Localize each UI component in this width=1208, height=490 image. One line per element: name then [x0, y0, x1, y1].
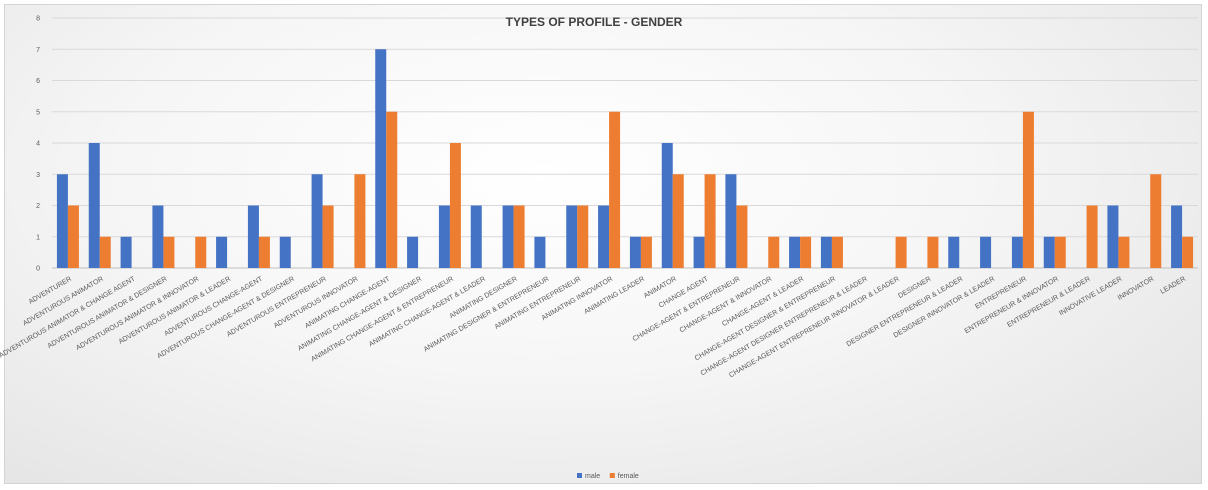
bar-male: [88, 143, 100, 268]
bar-female: [704, 174, 716, 268]
bar-male: [1043, 236, 1055, 268]
bar-female: [736, 205, 748, 268]
bar-female: [609, 111, 621, 268]
bar-male: [534, 236, 546, 268]
bar-male: [152, 205, 164, 268]
bar-male: [820, 236, 832, 268]
bar-female: [67, 205, 79, 268]
gridlines: [52, 17, 1198, 269]
bar-female: [640, 236, 652, 268]
bar-female: [449, 143, 461, 268]
y-tick-label: 4: [36, 141, 40, 148]
bar-male: [693, 236, 705, 268]
x-tick-label: ADVENTUROUS ANIMATOR & CHANGE AGENT: [0, 275, 137, 359]
y-tick-label: 7: [36, 47, 40, 54]
x-tick-label: DESIGNER ENTREPRENEUR & LEADER: [846, 276, 965, 349]
bar-male: [56, 174, 68, 268]
bar-female: [1054, 236, 1066, 268]
x-tick-label: ANIMATING LEADER: [583, 276, 646, 316]
bar-female: [831, 236, 843, 268]
y-tick-label: 2: [36, 203, 40, 210]
bar-female: [386, 111, 398, 268]
bar-female: [513, 205, 525, 268]
bar-female: [1150, 174, 1162, 268]
bar-male: [661, 143, 673, 268]
bar-male: [980, 236, 992, 268]
legend-label-female: female: [618, 473, 639, 480]
bar-male: [598, 205, 610, 268]
bars: [56, 49, 1194, 268]
bar-female: [577, 205, 589, 268]
bar-female: [1086, 205, 1098, 268]
legend: male female: [577, 473, 639, 480]
bar-male: [470, 205, 482, 268]
bar-female: [1182, 236, 1194, 268]
bar-female: [163, 236, 175, 268]
y-tick-label: 3: [36, 172, 40, 179]
bar-female: [258, 236, 270, 268]
y-axis-ticks: 0 1 2 3 4 5 6 7 8: [36, 16, 40, 273]
bar-female: [1118, 236, 1130, 268]
bar-male: [1011, 236, 1023, 268]
bar-male: [1107, 205, 1119, 268]
bar-female: [322, 205, 334, 268]
bar-male: [438, 205, 450, 268]
bar-male: [216, 236, 228, 268]
legend-label-male: male: [585, 473, 600, 480]
bar-male: [629, 236, 641, 268]
bar-male: [407, 236, 419, 268]
bar-female: [195, 236, 207, 268]
y-tick-label: 8: [36, 16, 40, 23]
y-tick-label: 0: [36, 266, 40, 273]
x-tick-label: ADVENTUROUS ANIMATOR & DESIGNER: [47, 276, 169, 350]
bar-male: [948, 236, 960, 268]
legend-swatch-male: [577, 473, 582, 478]
bar-female: [672, 174, 684, 268]
bar-male: [502, 205, 514, 268]
bar-female: [895, 236, 907, 268]
x-tick-label: ANIMATING CHANGE-AGENT & LEADER: [368, 276, 487, 349]
bar-male: [311, 174, 323, 268]
bar-male: [1171, 205, 1183, 268]
y-tick-label: 1: [36, 234, 40, 241]
x-tick-label: INNOVATOR: [1117, 276, 1156, 302]
bar-male: [375, 49, 387, 268]
bar-female: [800, 236, 812, 268]
bar-female: [927, 236, 939, 268]
bar-female: [354, 174, 366, 268]
bar-male: [247, 205, 259, 268]
x-tick-label: LEADER: [1159, 276, 1187, 296]
bar-male: [120, 236, 132, 268]
bar-male: [789, 236, 801, 268]
bar-female: [768, 236, 780, 268]
bar-male: [566, 205, 578, 268]
chart-title: TYPES OF PROFILE - GENDER: [506, 15, 683, 29]
bar-male: [725, 174, 737, 268]
bar-female: [1022, 111, 1034, 268]
bar-male: [279, 236, 291, 268]
bar-female: [99, 236, 111, 268]
y-tick-label: 5: [36, 109, 40, 116]
legend-swatch-female: [609, 473, 615, 478]
y-tick-label: 6: [36, 78, 40, 85]
